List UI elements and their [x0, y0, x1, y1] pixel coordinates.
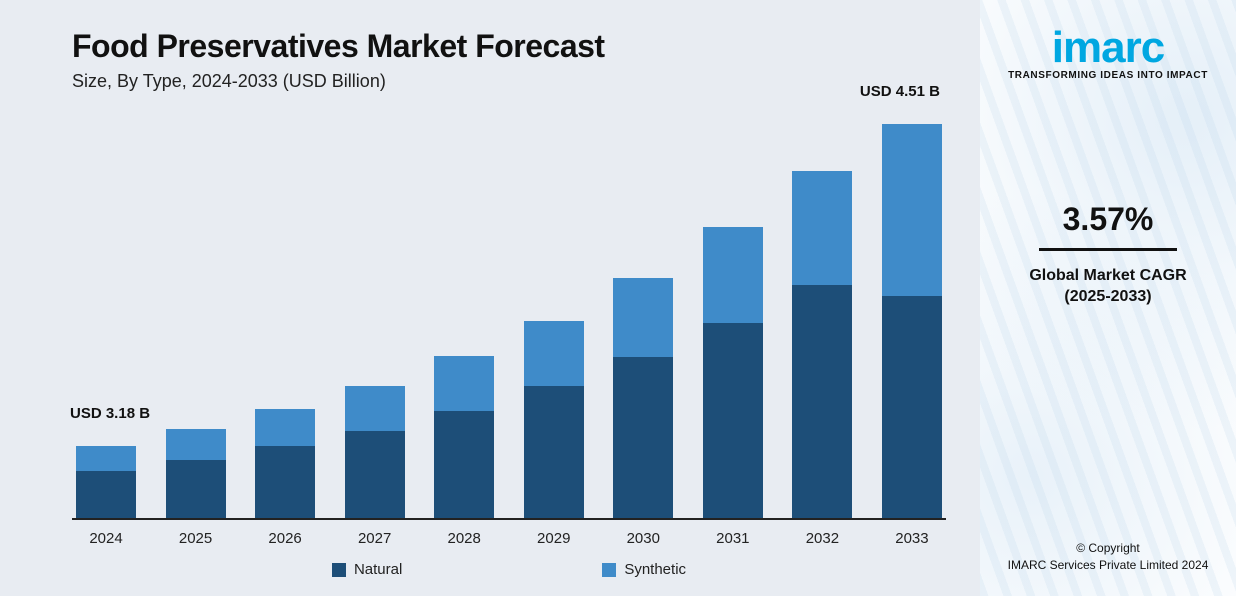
bar-segment-synthetic [166, 429, 226, 460]
bar-slot: USD 3.18 B [76, 446, 136, 518]
bar-segment-synthetic [434, 356, 494, 411]
bar-segment-synthetic [882, 124, 942, 296]
side-panel: imarc TRANSFORMING IDEAS INTO IMPACT 3.5… [980, 0, 1236, 596]
bars-row: USD 3.18 B USD 4.51 B [72, 120, 946, 518]
bar-segment-synthetic [524, 321, 584, 387]
bar-slot [166, 429, 226, 518]
bar-stack [255, 409, 315, 518]
cagr-rule [1039, 248, 1176, 251]
bar-segment-natural [613, 357, 673, 518]
bar-slot [792, 171, 852, 518]
bar-slot [255, 409, 315, 518]
legend: Natural Synthetic [72, 561, 946, 578]
bar-segment-natural [792, 285, 852, 518]
legend-item: Synthetic [602, 561, 686, 578]
cagr-block: 3.57% Global Market CAGR (2025-2033) [1011, 201, 1204, 308]
bar-stack [434, 356, 494, 518]
bar-segment-synthetic [255, 409, 315, 446]
bar-segment-synthetic [345, 386, 405, 430]
bar-segment-natural [345, 431, 405, 518]
x-tick: 2030 [613, 530, 673, 547]
side-content: imarc TRANSFORMING IDEAS INTO IMPACT 3.5… [980, 0, 1236, 596]
cagr-value: 3.57% [1029, 201, 1186, 238]
legend-item: Natural [332, 561, 402, 578]
bar-slot [524, 321, 584, 518]
bar-slot: USD 4.51 B [882, 124, 942, 518]
copyright-line1: © Copyright [1076, 541, 1140, 555]
bar-callout: USD 4.51 B [860, 83, 940, 100]
bar-callout: USD 3.18 B [70, 405, 150, 422]
copyright: © Copyright IMARC Services Private Limit… [1008, 540, 1209, 574]
brand-block: imarc TRANSFORMING IDEAS INTO IMPACT [1008, 28, 1208, 81]
bar-slot [345, 386, 405, 518]
bar-segment-natural [882, 296, 942, 518]
bar-slot [613, 278, 673, 518]
x-tick: 2029 [524, 530, 584, 547]
bar-stack [345, 386, 405, 518]
bar-segment-synthetic [703, 227, 763, 323]
chart-subtitle: Size, By Type, 2024-2033 (USD Billion) [72, 71, 946, 92]
chart-title: Food Preservatives Market Forecast [72, 28, 946, 65]
cagr-label-line1: Global Market CAGR [1029, 267, 1186, 284]
bar-segment-synthetic [613, 278, 673, 358]
legend-swatch [332, 563, 346, 577]
bar-stack [703, 227, 763, 518]
x-tick: 2024 [76, 530, 136, 547]
x-tick: 2025 [166, 530, 226, 547]
bar-stack [524, 321, 584, 518]
x-tick: 2028 [434, 530, 494, 547]
bar-segment-synthetic [76, 446, 136, 470]
page-root: Food Preservatives Market Forecast Size,… [0, 0, 1236, 596]
brand-tagline: TRANSFORMING IDEAS INTO IMPACT [1008, 70, 1208, 81]
bar-stack [166, 429, 226, 518]
x-tick: 2031 [703, 530, 763, 547]
legend-swatch [602, 563, 616, 577]
copyright-line2: IMARC Services Private Limited 2024 [1008, 558, 1209, 572]
bar-stack [76, 446, 136, 518]
x-tick: 2032 [792, 530, 852, 547]
bar-slot [703, 227, 763, 518]
cagr-label: Global Market CAGR (2025-2033) [1029, 265, 1186, 308]
bar-stack [613, 278, 673, 518]
x-axis: 2024 2025 2026 2027 2028 2029 2030 2031 2032 2033 [72, 518, 946, 547]
plot-wrap: USD 3.18 BUSD 4.51 B 2024202520262027202… [72, 120, 946, 578]
chart-panel: Food Preservatives Market Forecast Size,… [0, 0, 980, 596]
bar-segment-synthetic [792, 171, 852, 284]
bar-slot [434, 356, 494, 518]
legend-label: Synthetic [624, 561, 686, 578]
legend-label: Natural [354, 561, 402, 578]
x-tick: 2026 [255, 530, 315, 547]
bar-segment-natural [524, 386, 584, 518]
bar-segment-natural [76, 471, 136, 518]
bar-segment-natural [166, 460, 226, 518]
plot-area: USD 3.18 B USD 4.51 B [72, 120, 946, 518]
x-tick: 2027 [345, 530, 405, 547]
x-tick: 2033 [882, 530, 942, 547]
bar-stack [882, 124, 942, 518]
bar-segment-natural [434, 411, 494, 518]
cagr-label-line2: (2025-2033) [1064, 288, 1151, 305]
bar-segment-natural [703, 323, 763, 518]
brand-logo: imarc [1008, 28, 1208, 68]
bar-segment-natural [255, 446, 315, 518]
bar-stack [792, 171, 852, 518]
